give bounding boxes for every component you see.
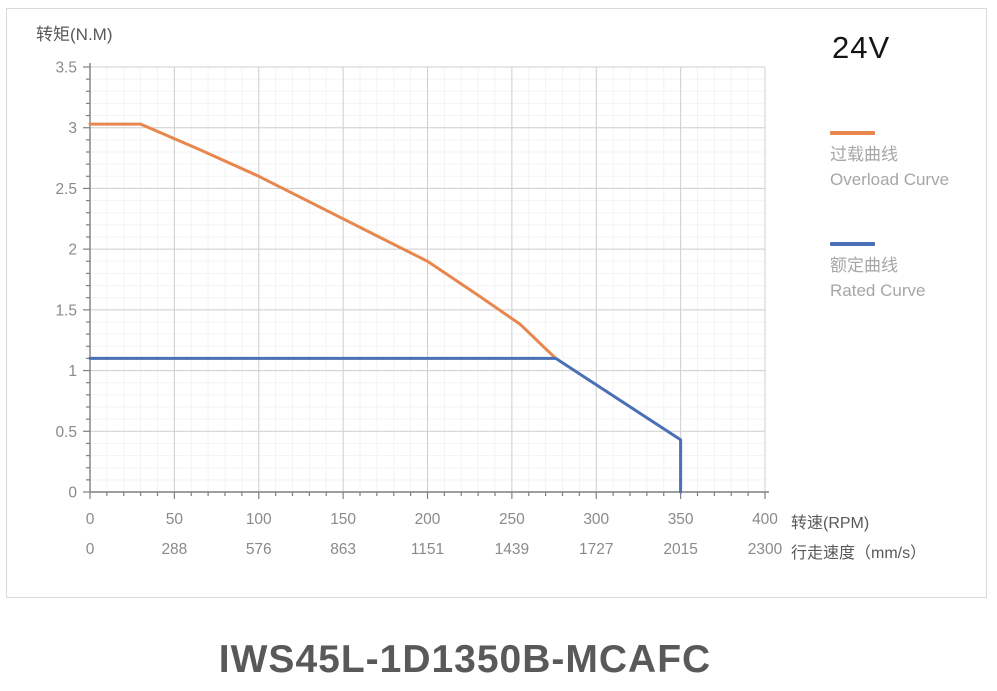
y-tick-label: 3.5: [55, 60, 77, 77]
y-tick-label: 0: [68, 485, 77, 502]
x-tick-label-rpm: 350: [668, 511, 694, 528]
x-tick-label-rpm: 150: [330, 511, 356, 528]
legend-item-rated-curve: 额定曲线 Rated Curve: [830, 242, 949, 303]
x-tick-label-speed: 1151: [411, 541, 444, 558]
legend-item-overload-curve: 过载曲线 Overload Curve: [830, 131, 949, 192]
x-tick-label-rpm: 50: [166, 511, 184, 528]
page-title: IWS45L-1D1350B-MCAFC: [218, 638, 712, 681]
legend-label-en-rated-curve: Rated Curve: [830, 281, 926, 300]
x-tick-label-rpm: 100: [246, 511, 272, 528]
y-axis-title: 转矩(N.M): [36, 25, 113, 44]
y-tick-label: 2: [68, 242, 77, 259]
x-tick-label-rpm: 0: [86, 511, 95, 528]
legend-label-zh-overload-curve: 过载曲线: [830, 145, 898, 164]
x-tick-label-rpm: 250: [499, 511, 525, 528]
overload-curve-line: [88, 122, 558, 360]
y-tick-label: 0.5: [55, 424, 77, 441]
voltage-label: 24V: [832, 30, 891, 65]
x-tick-label-rpm: 400: [752, 511, 778, 528]
x-tick-label-rpm: 200: [415, 511, 441, 528]
x-tick-label-speed: 0: [86, 541, 95, 558]
x-tick-label-speed: 2015: [663, 541, 697, 558]
x-tick-label-speed: 2300: [748, 541, 783, 558]
x-tick-label-speed: 576: [246, 541, 272, 558]
legend-swatch-rated-curve: [830, 242, 875, 246]
x-tick-label-speed: 1439: [495, 541, 529, 558]
y-tick-label: 2.5: [55, 181, 77, 198]
rated-curve-line: [88, 356, 683, 494]
y-tick-label: 3: [68, 120, 77, 137]
y-tick-label: 1.5: [55, 302, 77, 319]
x-tick-label-speed: 863: [330, 541, 356, 558]
x-tick-label-rpm: 300: [583, 511, 609, 528]
legend-label-en-overload-curve: Overload Curve: [830, 170, 950, 189]
x-axis-title-speed: 行走速度（mm/s）: [791, 545, 927, 562]
x-tick-label-speed: 288: [161, 541, 187, 558]
legend-swatch-overload-curve: [830, 131, 875, 135]
legend-label-zh-rated-curve: 额定曲线: [830, 256, 898, 275]
x-tick-label-speed: 1727: [579, 541, 613, 558]
y-tick-label: 1: [68, 363, 77, 380]
chart-frame: [6, 8, 987, 598]
chart-legend: 过载曲线 Overload Curve 额定曲线 Rated Curve: [830, 131, 949, 353]
x-axis-title-rpm: 转速(RPM): [791, 515, 870, 532]
